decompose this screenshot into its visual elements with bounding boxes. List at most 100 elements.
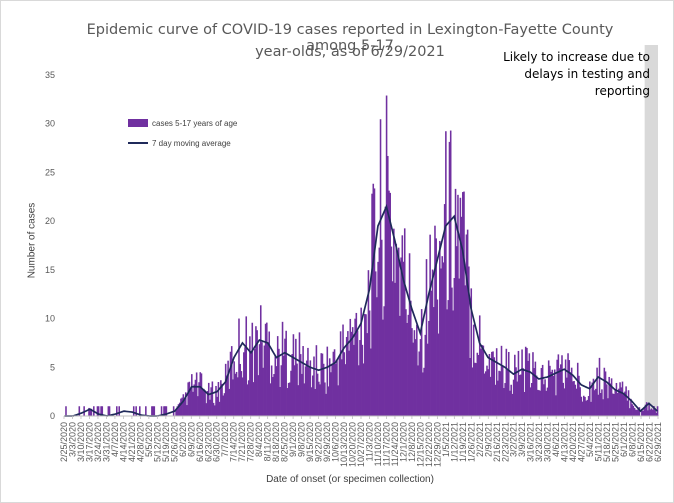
case-bar <box>356 330 359 416</box>
case-bar <box>424 334 427 416</box>
case-bar <box>459 197 462 416</box>
case-bar <box>228 388 231 416</box>
case-bar <box>499 371 502 416</box>
x-axis-label: Date of onset (or specimen collection) <box>266 474 434 485</box>
case-bar <box>232 379 234 416</box>
case-bar <box>396 250 399 416</box>
y-tick-label: 35 <box>45 70 55 80</box>
case-bar <box>579 387 581 416</box>
case-bar <box>416 324 418 416</box>
case-bar <box>512 379 515 416</box>
y-tick-label: 15 <box>45 265 55 275</box>
case-bar <box>558 368 561 416</box>
case-bar <box>431 269 434 416</box>
case-bar <box>391 281 394 416</box>
case-bar <box>607 398 609 416</box>
case-bar <box>656 406 659 416</box>
x-tick-label: 9/29/2020 <box>322 422 332 462</box>
case-bar <box>390 246 393 416</box>
case-bar <box>593 390 596 416</box>
case-bar <box>189 388 192 416</box>
case-bar <box>357 365 360 416</box>
x-tick-label: 3/17/2020 <box>84 422 94 462</box>
case-bar <box>430 290 433 416</box>
case-bar <box>585 400 587 416</box>
case-bar <box>384 206 387 416</box>
case-bar <box>262 367 264 416</box>
case-bar <box>631 404 633 416</box>
case-bar <box>164 406 166 416</box>
x-tick-label: 3/30/2021 <box>543 422 553 462</box>
case-bar <box>243 352 245 416</box>
case-bar <box>90 408 93 416</box>
y-tick-label: 10 <box>45 314 55 324</box>
x-tick-label: 6/29/2021 <box>653 422 663 462</box>
x-tick-label: 3/9/2021 <box>517 422 527 457</box>
case-bar <box>218 401 221 416</box>
case-bar <box>284 338 286 416</box>
case-bar <box>374 271 377 416</box>
case-bar <box>619 382 621 416</box>
case-bar <box>465 234 468 416</box>
case-bar <box>616 392 619 416</box>
case-bar <box>347 331 349 416</box>
case-bar <box>464 285 466 416</box>
case-bar <box>489 376 492 416</box>
case-bar <box>201 388 204 416</box>
case-bar <box>494 384 497 416</box>
case-bar <box>451 287 453 416</box>
case-bar <box>376 297 378 416</box>
case-bar <box>469 357 471 416</box>
x-tick-label: 2/9/2021 <box>483 422 493 457</box>
case-bar <box>212 402 215 416</box>
case-bar <box>387 155 389 417</box>
x-tick-label: 3/24/2020 <box>93 422 103 462</box>
case-bar <box>180 398 182 416</box>
case-bar <box>200 373 203 416</box>
case-bar <box>399 315 401 416</box>
case-bar <box>234 373 237 416</box>
case-bar <box>608 376 610 416</box>
case-bar <box>419 339 422 416</box>
case-bar <box>152 406 154 416</box>
case-bar <box>620 387 623 416</box>
case-bar <box>532 352 534 416</box>
case-bar <box>325 393 327 416</box>
case-bar <box>269 383 272 416</box>
case-bar <box>299 354 302 416</box>
case-bar <box>521 349 523 416</box>
case-bar <box>653 406 655 416</box>
case-bar <box>605 384 608 416</box>
case-bar <box>303 383 306 416</box>
case-bar <box>192 391 194 416</box>
case-bar <box>598 357 601 416</box>
case-bar <box>107 406 110 416</box>
case-bar <box>402 261 405 416</box>
case-bar <box>562 382 564 416</box>
case-bar <box>413 330 416 416</box>
x-tick-label: 6/2/2020 <box>178 422 188 457</box>
case-bar <box>289 382 291 416</box>
case-bar <box>628 408 631 416</box>
case-bar <box>382 319 384 416</box>
case-bar <box>380 239 383 416</box>
case-bar <box>510 384 512 416</box>
x-tick-label: 2/2/2021 <box>475 422 485 457</box>
case-bar <box>305 360 308 416</box>
case-bar <box>244 347 246 416</box>
case-bar <box>373 188 376 416</box>
case-bar <box>452 310 454 416</box>
case-bar <box>197 396 199 416</box>
case-bar <box>222 395 225 416</box>
case-bar <box>345 336 348 416</box>
case-bar <box>338 356 341 416</box>
case-bar <box>385 95 388 417</box>
case-bar <box>547 360 550 416</box>
case-bar <box>307 347 309 416</box>
case-bar <box>527 360 529 416</box>
case-bar <box>160 406 163 416</box>
case-bar <box>573 380 575 416</box>
case-bar <box>290 370 292 416</box>
case-bar <box>645 402 648 416</box>
case-bar <box>614 388 617 416</box>
